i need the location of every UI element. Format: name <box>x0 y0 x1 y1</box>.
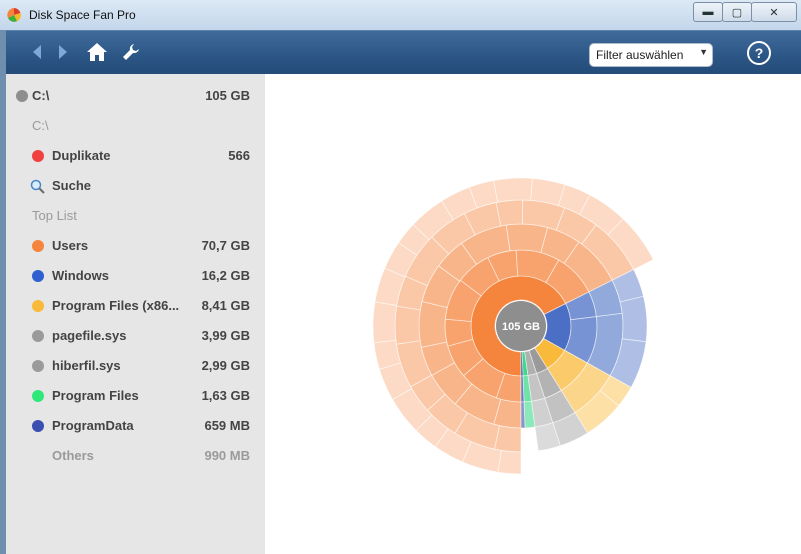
item-size: 8,41 GB <box>201 298 250 313</box>
item-size: 659 MB <box>204 418 250 433</box>
minimize-button[interactable]: ▬ <box>693 2 723 22</box>
list-item[interactable]: Users 70,7 GB <box>6 235 265 257</box>
item-label: Program Files <box>52 388 139 403</box>
programdata-dot-icon <box>32 420 44 432</box>
drive-label: C:\ <box>32 88 50 103</box>
others-label: Others <box>52 448 94 463</box>
program-files-dot-icon <box>32 390 44 402</box>
slice-windows-ring-4[interactable] <box>619 295 648 343</box>
back-arrow-icon[interactable] <box>26 41 48 63</box>
users-dot-icon <box>32 240 44 252</box>
item-size: 3,99 GB <box>201 328 250 343</box>
item-label: Program Files (x86... <box>52 298 180 313</box>
toolbar: Filter auswählen ▼ ? <box>6 30 801 75</box>
item-size: 1,63 GB <box>201 388 250 403</box>
home-icon[interactable] <box>86 41 108 63</box>
close-button[interactable]: ✕ <box>751 2 797 22</box>
item-size: 16,2 GB <box>201 268 250 283</box>
filter-label: Filter auswählen <box>596 48 684 62</box>
wrench-icon[interactable] <box>120 41 142 63</box>
drive-size: 105 GB <box>205 88 250 103</box>
windows-dot-icon <box>32 270 44 282</box>
center-disk-circle[interactable] <box>496 301 546 351</box>
duplicates-count: 566 <box>228 148 250 163</box>
breadcrumb[interactable]: C:\ <box>6 115 265 137</box>
list-item[interactable]: Program Files (x86... 8,41 GB <box>6 295 265 317</box>
center-total-label: 105 GB <box>502 321 540 333</box>
duplicates-label: Duplikate <box>52 148 111 163</box>
item-label: Users <box>52 238 89 253</box>
item-label: hiberfil.sys <box>52 358 121 373</box>
forward-arrow-icon[interactable] <box>52 41 74 63</box>
pagefile-dot-icon <box>32 330 44 342</box>
title-bar: Disk Space Fan Pro ▬ ▢ ✕ <box>0 0 801 30</box>
duplicates-dot-icon <box>32 150 44 162</box>
window-title: Disk Space Fan Pro <box>29 8 136 22</box>
list-item-others[interactable]: Others 990 MB <box>6 445 265 467</box>
hiberfil-dot-icon <box>32 360 44 372</box>
slice-users-ring-4[interactable] <box>394 305 421 345</box>
top-list-title: Top List <box>32 208 77 223</box>
sidebar: C:\ 105 GB C:\ Duplikate 566 Suche Top L… <box>6 74 265 554</box>
drive-dot-icon <box>16 90 28 102</box>
list-item[interactable]: ProgramData 659 MB <box>6 415 265 437</box>
sidebar-item-duplicates[interactable]: Duplikate 566 <box>6 145 265 167</box>
item-label: Windows <box>52 268 109 283</box>
slice-users-ring-5[interactable] <box>493 177 533 203</box>
slice-users-ring-3[interactable] <box>505 223 549 254</box>
item-label: pagefile.sys <box>52 328 127 343</box>
slice-users-ring-5[interactable] <box>372 301 398 344</box>
list-item[interactable]: Windows 16,2 GB <box>6 265 265 287</box>
slice-users-ring-5[interactable] <box>607 218 654 271</box>
slice-users-ring-3[interactable] <box>418 300 448 348</box>
disk-usage-sunburst-chart[interactable]: 105 GB <box>265 74 801 554</box>
breadcrumb-path: C:\ <box>32 118 49 133</box>
list-item[interactable]: pagefile.sys 3,99 GB <box>6 325 265 347</box>
slice-programdata-ring-3[interactable] <box>520 401 526 429</box>
search-label: Suche <box>52 178 92 193</box>
help-button[interactable]: ? <box>747 41 771 65</box>
item-label: ProgramData <box>52 418 134 433</box>
list-item[interactable]: Program Files 1,63 GB <box>6 385 265 407</box>
list-item[interactable]: hiberfil.sys 2,99 GB <box>6 355 265 377</box>
chevron-down-icon: ▼ <box>699 47 708 57</box>
sidebar-item-drive[interactable]: C:\ 105 GB <box>6 85 265 107</box>
magnifier-icon <box>30 179 45 194</box>
top-list-header: Top List <box>6 205 265 227</box>
sidebar-item-search[interactable]: Suche <box>6 175 265 197</box>
others-size: 990 MB <box>204 448 250 463</box>
filter-dropdown[interactable]: Filter auswählen ▼ <box>589 43 713 67</box>
maximize-button[interactable]: ▢ <box>722 2 752 22</box>
slice-users-ring-5[interactable] <box>497 450 522 475</box>
slice-users-ring-4[interactable] <box>495 199 524 227</box>
item-size: 2,99 GB <box>201 358 250 373</box>
item-size: 70,7 GB <box>201 238 250 253</box>
sunburst-panel: 105 GB <box>265 74 801 554</box>
app-logo-icon <box>7 8 21 22</box>
program-files-x86-dot-icon <box>32 300 44 312</box>
